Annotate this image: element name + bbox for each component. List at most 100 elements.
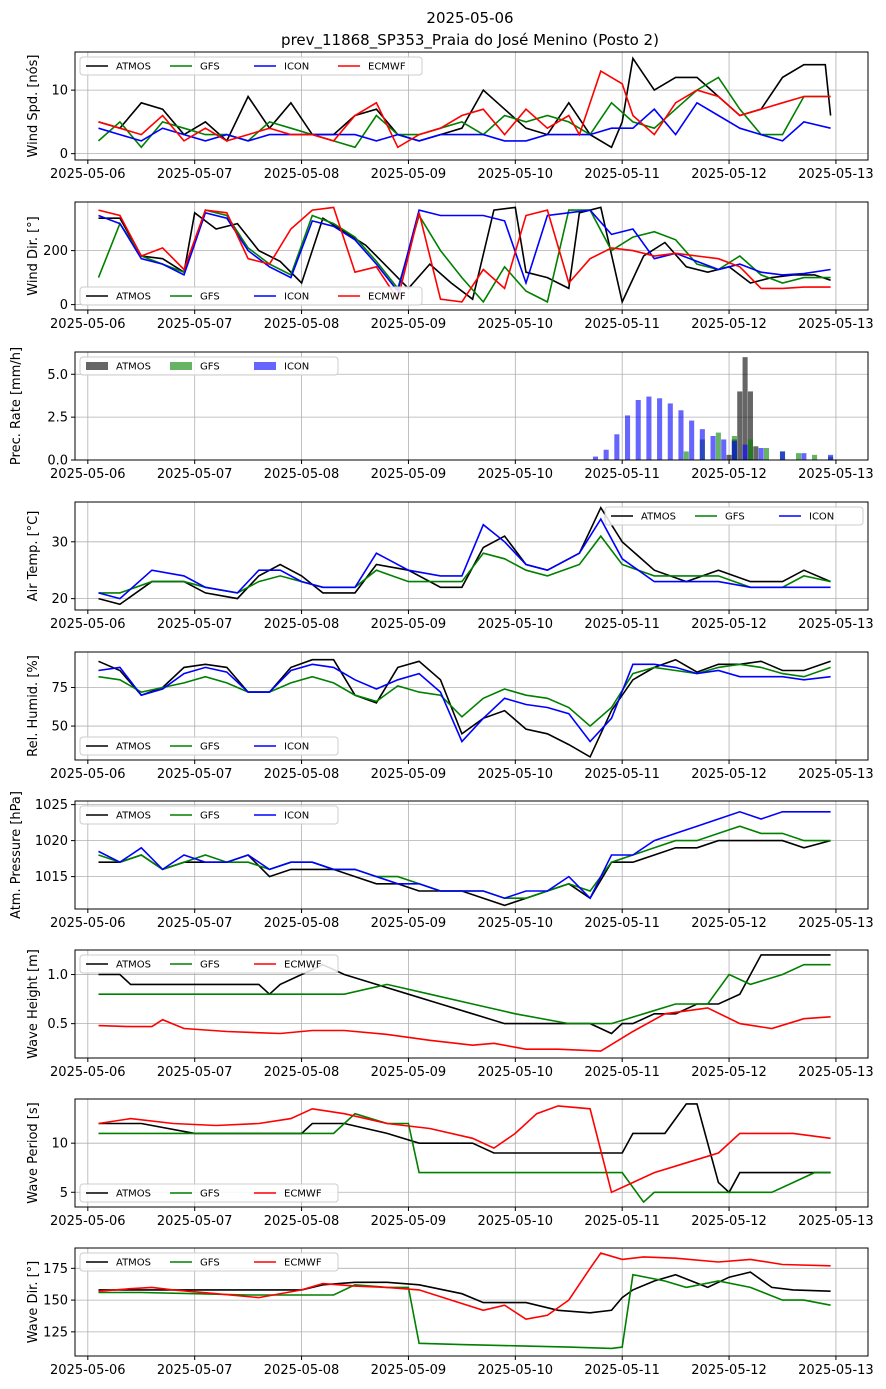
legend: ATMOS GFS ICON [79,736,339,756]
legend: ATMOS GFS ECMWF [79,1183,339,1203]
x-tick-label: 2025-05-13 [798,617,874,632]
x-tick-label: 2025-05-11 [584,1214,660,1229]
plot-frame [74,1098,869,1208]
plot-frame [74,949,869,1059]
legend-label: GFS [200,742,220,753]
x-tick-label: 2025-05-13 [798,467,874,482]
panel-7: 2025-05-06 2025-05-07 2025-05-08 2025-05-09… [26,949,874,1080]
plot-frame [74,651,869,761]
legend-box [604,506,864,526]
x-tick-label: 2025-05-11 [584,1363,660,1378]
x-tick-label: 2025-05-08 [264,317,340,332]
series-group [98,1252,831,1350]
plot-frame [74,800,869,910]
x-tick-label: 2025-05-13 [798,916,874,931]
bar-icon [657,398,663,460]
legend: ATMOS GFS ECMWF [79,954,339,974]
x-tick-label: 2025-05-08 [264,1214,340,1229]
x-tick-label: 2025-05-12 [691,1065,767,1080]
bar-gfs [747,439,753,460]
y-axis-label: Wind Dir. [°] [26,216,41,296]
series-group [98,658,831,759]
legend-swatch [86,362,108,370]
bar-icon [635,400,641,460]
legend-label: ICON [284,62,309,73]
x-tick-label: 2025-05-13 [798,1214,874,1229]
series-line-ecmwf [98,1105,831,1194]
bar-icon [667,403,673,460]
x-tick-label: 2025-05-06 [50,617,126,632]
x-tick-label: 2025-05-06 [50,317,126,332]
legend-label: ATMOS [116,811,151,822]
bar-atmos [737,391,743,460]
bar-gfs [812,454,818,460]
legend-swatch [170,362,192,370]
series-line-icon [98,663,831,743]
legend-box [79,356,339,376]
y-axis-label: Prec. Rate [mm/h] [9,347,24,465]
legend-label: ECMWF [284,1258,322,1269]
x-tick-label: 2025-05-09 [371,1214,447,1229]
legend-label: ATMOS [641,512,676,523]
y-axis-label: Air Temp. [°C] [26,511,41,602]
series-group [98,954,831,1052]
x-tick-label: 2025-05-06 [50,1363,126,1378]
y-tick-label: 5.0 [47,368,68,383]
bar-gfs [683,451,689,460]
x-tick-label: 2025-05-09 [371,617,447,632]
x-tick-label: 2025-05-09 [371,317,447,332]
series-line-atmos [98,206,831,305]
x-tick-label: 2025-05-07 [157,1214,233,1229]
plot-frame [74,51,869,161]
series-line-atmos [98,658,831,759]
x-tick-label: 2025-05-13 [798,767,874,782]
x-tick-label: 2025-05-07 [157,1363,233,1378]
legend-box [79,1252,339,1272]
series-line-gfs [98,1112,831,1204]
x-tick-label: 2025-05-10 [478,1065,554,1080]
x-tick-label: 2025-05-09 [371,767,447,782]
x-tick-label: 2025-05-08 [264,167,340,182]
y-tick-label: 50 [51,720,68,735]
x-tick-label: 2025-05-07 [157,317,233,332]
x-tick-label: 2025-05-10 [478,1363,554,1378]
legend: ATMOS GFS ICON ECMWF [79,286,423,306]
y-tick-label: 0.0 [47,454,68,469]
legend: ATMOS GFS ICON [604,506,864,526]
x-tick-label: 2025-05-06 [50,767,126,782]
y-tick-label: 2.5 [47,411,68,426]
y-tick-label: 0 [60,298,68,313]
legend: ATMOS GFS ICON [79,356,339,376]
y-axis-label: Wave Dir. [°] [26,1261,41,1344]
panel-4: 2025-05-06 2025-05-07 2025-05-08 2025-05-09… [26,501,874,632]
series-line-gfs [98,663,831,728]
x-tick-label: 2025-05-12 [691,767,767,782]
x-tick-label: 2025-05-09 [371,467,447,482]
legend-label: ICON [284,742,309,753]
legend-label: GFS [200,811,220,822]
panel-5: 2025-05-06 2025-05-07 2025-05-08 2025-05-09… [26,651,874,782]
series-line-gfs [97,76,831,149]
legend-box [79,1183,339,1203]
panel-8: 2025-05-06 2025-05-07 2025-05-08 2025-05-09… [26,1098,874,1229]
legend-label: ICON [284,292,309,303]
x-tick-label: 2025-05-08 [264,767,340,782]
x-tick-label: 2025-05-11 [584,767,660,782]
x-tick-label: 2025-05-06 [50,1214,126,1229]
series-group [97,56,832,149]
legend-label: ATMOS [116,742,151,753]
y-tick-label: 0 [60,147,68,162]
bar-icon [614,434,620,460]
legend-box [79,736,339,756]
series-line-icon [98,209,831,293]
x-tick-label: 2025-05-12 [691,916,767,931]
y-axis-label: Wind Spd. [nós] [26,55,41,158]
series-line-gfs [98,534,831,594]
bar-icon [731,441,737,460]
y-tick-label: 1025 [35,798,68,813]
legend: ATMOS GFS ICON [79,805,339,825]
x-tick-label: 2025-05-10 [478,617,554,632]
legend-label: GFS [725,512,745,523]
x-tick-label: 2025-05-13 [798,167,874,182]
bar-icon [742,444,748,460]
